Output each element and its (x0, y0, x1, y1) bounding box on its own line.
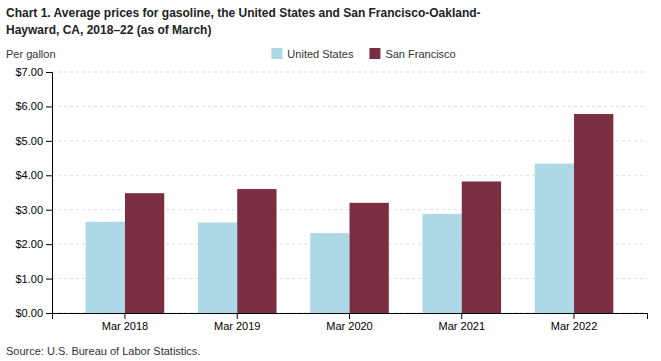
bar (198, 222, 237, 313)
x-axis-line (53, 314, 648, 320)
y-tick-label: $6.00 (15, 100, 43, 112)
bars (86, 114, 614, 313)
y-tick-mark (46, 141, 52, 142)
x-tick: Mar 2022 (551, 313, 597, 332)
bar (574, 114, 613, 313)
x-tick-mark (461, 313, 462, 319)
y-tick: $5.00 (15, 135, 52, 147)
y-tick-label: $7.00 (15, 66, 43, 78)
bar-series (86, 164, 574, 313)
y-tick: $0.00 (15, 307, 52, 319)
y-tick-mark (46, 244, 52, 245)
plot: $0.00 $1.00 $2.00 $3.00 $4.00 $5.00 $6.00 $7.00… (15, 66, 647, 332)
grid-line (52, 140, 647, 141)
grid-line (52, 106, 647, 107)
bar (86, 222, 125, 313)
grid (52, 72, 647, 313)
title: Chart 1. Average prices for gasoline, th… (6, 6, 481, 20)
legend-item: United States (271, 48, 354, 60)
y-tick-label: $1.00 (15, 273, 43, 285)
title: Hayward, CA, 2018–22 (as of March) (6, 23, 211, 37)
y-tick-label: $2.00 (15, 238, 43, 250)
bar (237, 189, 276, 313)
x-tick-mark (237, 313, 238, 319)
x-tick-label: Mar 2019 (214, 320, 260, 332)
x-tick-label: Mar 2021 (439, 320, 485, 332)
y-axis: $0.00 $1.00 $2.00 $3.00 $4.00 $5.00 $6.00 $7.00 (15, 66, 52, 319)
y-tick-label: $5.00 (15, 135, 43, 147)
y-tick: $2.00 (15, 238, 52, 250)
bar-series (125, 114, 613, 313)
legend-swatch (271, 48, 282, 59)
chart: Chart 1. Average prices for gasoline, th… (0, 0, 661, 361)
y-tick-label: $3.00 (15, 204, 43, 216)
bar (535, 164, 574, 313)
y-tick-mark (46, 72, 52, 73)
x-tick: Mar 2018 (102, 313, 148, 332)
x-tick: Mar 2021 (439, 313, 485, 332)
y-tick-mark (46, 313, 52, 314)
y-tick: $1.00 (15, 273, 52, 285)
x-tick: Mar 2020 (326, 313, 372, 332)
y-tick-mark (46, 175, 52, 176)
bar (422, 214, 461, 313)
y-tick-mark (46, 210, 52, 211)
legend-item: San Francisco (369, 48, 455, 60)
bar (350, 203, 389, 313)
x-tick-label: Mar 2020 (326, 320, 372, 332)
x-tick-label: Mar 2022 (551, 320, 597, 332)
x-tick-mark (124, 313, 125, 319)
source: Source: U.S. Bureau of Labor Statistics. (6, 345, 200, 357)
y-tick: $7.00 (15, 66, 52, 78)
y-tick: $6.00 (15, 100, 52, 112)
legend-label: San Francisco (385, 48, 455, 60)
x-tick-mark (349, 313, 350, 319)
x-tick: Mar 2019 (214, 313, 260, 332)
y-axis-line (46, 73, 53, 314)
y-tick: $4.00 (15, 169, 52, 181)
legend-label: United States (287, 48, 354, 60)
legend: United States San Francisco (271, 48, 455, 60)
y-tick-mark (46, 279, 52, 280)
y-tick-mark (46, 106, 52, 107)
x-axis: Mar 2018 Mar 2019 Mar 2020 Mar 2021 Mar 2022 (53, 313, 648, 332)
x-tick-mark (574, 313, 575, 319)
bar (310, 233, 349, 313)
y-axis-label: Per gallon (6, 48, 56, 60)
legend-swatch (369, 48, 380, 59)
y-tick-label: $0.00 (15, 307, 43, 319)
x-tick-label: Mar 2018 (102, 320, 148, 332)
y-tick-label: $4.00 (15, 169, 43, 181)
grid-line (52, 72, 647, 73)
bar (462, 181, 501, 313)
y-tick: $3.00 (15, 204, 52, 216)
bar (125, 193, 164, 313)
